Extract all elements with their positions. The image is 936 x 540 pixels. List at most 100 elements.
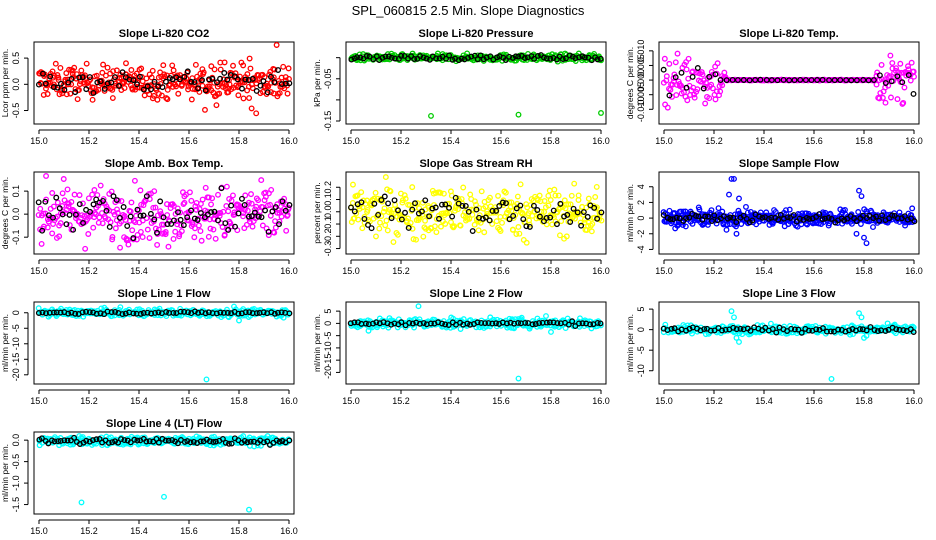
data-point	[382, 53, 389, 60]
x-tick-label: 15.4	[130, 266, 148, 276]
panels: Slope Li-820 CO2 15.0 15.2 15.4 15.6 15.8 16.0…	[0, 28, 923, 536]
data-point	[473, 206, 480, 213]
data-point	[253, 88, 260, 94]
y-tick-label: 0.0	[11, 78, 21, 91]
x-tick-label: 15.8	[230, 266, 248, 276]
data-point	[215, 191, 221, 198]
data-point	[874, 328, 881, 335]
data-point	[235, 310, 242, 317]
y-tick-label: 0.0	[11, 208, 21, 221]
data-point	[588, 57, 595, 64]
data-point	[399, 199, 406, 206]
data-point	[55, 438, 61, 445]
data-point	[202, 184, 209, 191]
data-point	[89, 96, 96, 103]
data-point	[479, 215, 486, 222]
data-point	[667, 86, 674, 93]
y-axis-label: kPa per min.	[312, 59, 322, 107]
y-tick-label: -0.5	[11, 103, 21, 119]
data-point	[101, 87, 108, 94]
data-point	[55, 74, 62, 81]
data-point	[282, 201, 289, 208]
y-tick-label: -4	[636, 245, 646, 253]
x-tick-label: 16.0	[905, 396, 923, 406]
outlier-point	[863, 332, 870, 339]
data-point	[468, 53, 475, 60]
data-point	[154, 229, 160, 236]
y-tick-label: -5	[636, 346, 646, 354]
x-tick-label: 15.6	[180, 526, 198, 536]
data-point	[523, 239, 530, 246]
data-point	[420, 320, 427, 326]
data-point	[178, 228, 185, 235]
data-point	[76, 201, 83, 208]
data-point	[905, 66, 912, 73]
data-point	[512, 53, 519, 60]
data-point	[515, 53, 522, 60]
data-point	[93, 211, 99, 218]
data-point	[908, 59, 915, 66]
data-point	[664, 214, 671, 221]
data-point	[819, 76, 826, 83]
outlier-point	[161, 493, 167, 500]
data-point	[199, 196, 206, 203]
x-tick-label: 16.0	[905, 266, 923, 276]
data-point	[876, 95, 883, 102]
data-point	[160, 214, 167, 221]
data-point	[146, 235, 153, 241]
data-point	[423, 55, 430, 62]
data-point	[358, 199, 365, 206]
data-point	[406, 319, 413, 326]
data-point	[121, 85, 128, 92]
outlier-point	[733, 334, 740, 341]
data-point	[155, 309, 162, 316]
data-point	[482, 320, 489, 327]
data-point	[93, 436, 100, 443]
data-point	[130, 235, 137, 242]
data-point	[109, 234, 116, 240]
data-point	[557, 200, 564, 207]
data-point	[780, 76, 787, 83]
data-point	[904, 216, 911, 223]
data-point	[94, 79, 101, 86]
data-point	[280, 63, 287, 70]
data-point	[271, 66, 278, 73]
data-point	[547, 197, 554, 203]
data-point	[137, 212, 144, 219]
data-point	[50, 84, 57, 91]
data-point	[164, 96, 171, 103]
data-point	[186, 189, 193, 196]
data-point	[886, 73, 893, 80]
plot-frame	[345, 41, 607, 125]
data-point	[442, 201, 449, 208]
data-point	[593, 204, 600, 211]
y-tick-label: -2	[636, 230, 646, 238]
panel-title: Slope Gas Stream RH	[419, 158, 532, 170]
data-point	[520, 216, 527, 223]
data-point	[134, 81, 140, 88]
data-point	[115, 439, 122, 446]
y-tick-label: -0.005	[636, 82, 646, 108]
data-point	[282, 207, 289, 214]
data-point	[265, 232, 272, 239]
data-point	[689, 73, 696, 80]
series-selected	[35, 185, 293, 242]
data-point	[170, 202, 177, 209]
y-tick-label: -0.3	[323, 241, 333, 257]
data-point	[90, 224, 97, 231]
y-tick-label: 0	[636, 216, 646, 221]
data-point	[382, 222, 389, 229]
data-point	[232, 223, 238, 230]
data-point	[797, 76, 804, 83]
y-axis-label: ml/min per min.	[0, 444, 10, 502]
data-point	[672, 59, 679, 66]
y-tick-label: -0.1	[323, 216, 333, 232]
data-point	[788, 325, 795, 332]
data-point	[546, 319, 553, 326]
data-point	[271, 310, 278, 317]
x-tick-label: 16.0	[592, 266, 610, 276]
data-point	[911, 73, 917, 80]
data-point	[205, 309, 212, 316]
x-tick-label: 15.4	[442, 266, 460, 276]
data-point	[76, 192, 83, 199]
